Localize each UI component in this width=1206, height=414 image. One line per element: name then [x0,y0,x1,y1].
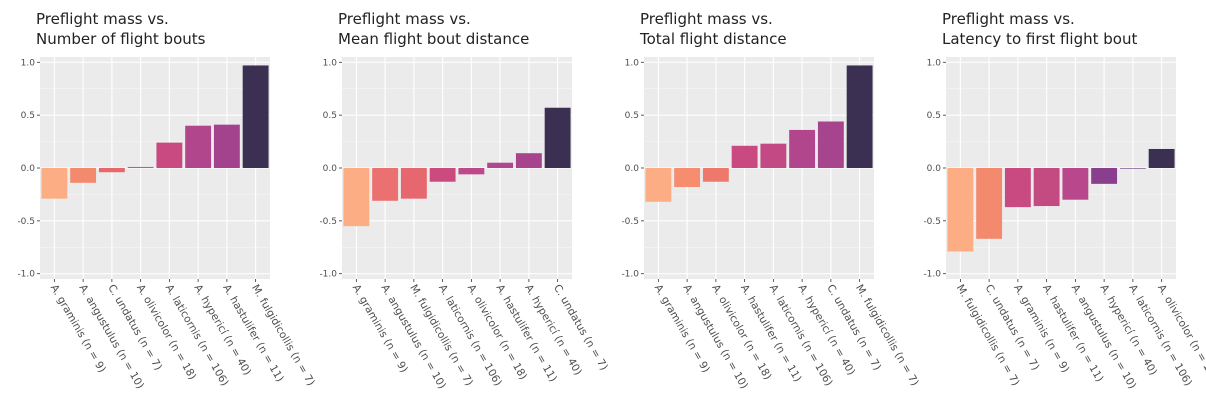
y-tick-label: -0.5 [621,217,639,227]
y-tick-label: 1.0 [21,58,36,68]
y-tick-label: -1.0 [923,270,941,280]
bar [487,162,514,168]
x-tick-label: C. undatus (n = 7) [105,283,164,373]
bar [242,65,269,168]
bar [1004,168,1031,208]
bar [1091,168,1118,184]
y-tick-label: 0.5 [323,111,337,121]
y-tick-label: 0.5 [21,111,35,121]
bar [400,168,427,199]
x-tick-label: A. graminis (n = 9) [350,283,410,375]
y-tick-label: 0.0 [927,164,942,174]
y-tick-label: 0.5 [625,111,639,121]
y-tick-label: 1.0 [323,58,338,68]
y-tick-label: 0.0 [21,164,36,174]
bar [70,168,97,183]
bar [429,168,456,182]
bar [343,168,370,227]
y-tick-label: 1.0 [625,58,640,68]
y-tick-label: 0.0 [323,164,338,174]
y-tick-label: -1.0 [319,270,337,280]
x-tick-label: C. undatus (n = 7) [983,283,1042,373]
bar [702,168,729,182]
bar [1119,168,1146,169]
y-tick-label: 0.0 [625,164,640,174]
bar [1033,168,1060,207]
bar [372,168,399,201]
x-tick-label: A. graminis (n = 9) [652,283,712,375]
y-tick-label: -0.5 [17,217,35,227]
x-tick-label: A. graminis (n = 9) [48,283,108,375]
y-tick-label: -0.5 [923,217,941,227]
chart-panel-3: Preflight mass vs. Total flight distance -… [621,10,920,391]
y-tick-label: 0.5 [927,111,941,121]
bar [515,153,542,168]
bar [458,168,485,175]
bar [98,168,125,173]
bar [674,168,701,188]
bar [645,168,672,202]
y-tick-label: -1.0 [17,270,35,280]
chart-title-line: Total flight distance [639,30,787,48]
chart-title-line: Preflight mass vs. [640,10,773,28]
bar [731,145,758,168]
bar [947,168,974,252]
chart-title-line: Preflight mass vs. [338,10,471,28]
bar [1062,168,1089,200]
bar [41,168,68,199]
chart-title-line: Mean flight bout distance [338,30,529,48]
bar [213,124,240,168]
bar [846,65,873,168]
chart-title-line: Preflight mass vs. [942,10,1075,28]
bar [976,168,1003,239]
chart-title-line: Latency to first flight bout [942,30,1137,48]
bar [760,143,787,168]
chart-title-line: Number of flight bouts [36,30,206,48]
chart-panel-4: Preflight mass vs. Latency to first fligh… [923,10,1206,391]
chart-title-line: Preflight mass vs. [36,10,169,28]
bar [817,121,844,168]
x-tick-label: C. undatus (n = 7) [824,283,883,373]
bar [156,142,183,168]
y-tick-label: -0.5 [319,217,337,227]
bar [127,166,154,168]
chart-panel-2: Preflight mass vs. Mean flight bout dista… [319,10,609,391]
bar [544,107,571,168]
x-tick-label: C. undatus (n = 7) [551,283,610,373]
bar [789,129,816,168]
y-tick-label: 1.0 [927,58,942,68]
bar [1148,148,1175,168]
chart-panel-1: Preflight mass vs. Number of flight bouts… [17,10,316,391]
y-tick-label: -1.0 [621,270,639,280]
bar [185,125,212,168]
